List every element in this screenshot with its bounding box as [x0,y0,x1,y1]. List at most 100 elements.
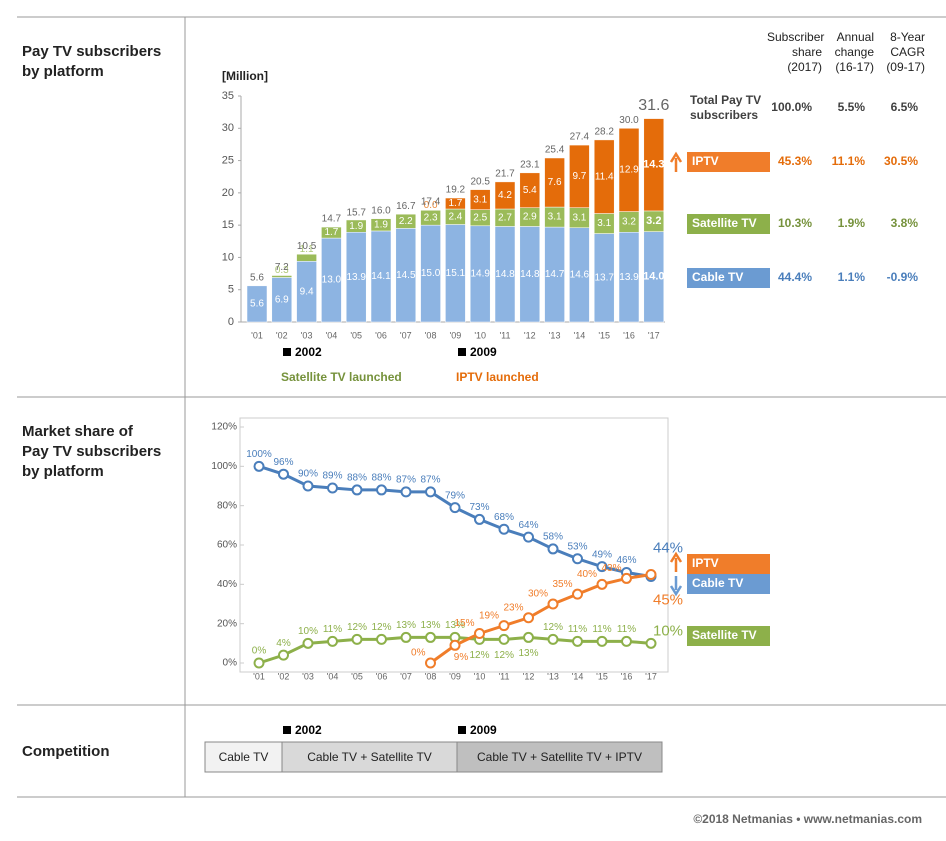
point-label: 4% [276,638,291,649]
x-tick-label: '13 [549,330,561,340]
bar-segment [618,128,640,212]
x-tick-label: '06 [375,330,387,340]
bar-segment [494,181,516,210]
total-label: 15.7 [346,207,366,218]
point [547,633,559,645]
phase-label: Cable TV + Satellite TV + IPTV [477,750,642,764]
point [425,486,436,498]
x-tick-label: '07 [400,671,412,681]
point-label: 43% [601,563,621,574]
bar-value-label: 1.9 [374,219,388,230]
table-cell: 30.5% [883,154,918,168]
legend-label: IPTV [692,556,719,570]
bar-value-label: 3.1 [572,212,586,223]
bar-value-label: 14.7 [545,269,565,280]
point-label: 11% [592,624,611,635]
legend-label: Satellite TV [692,628,757,642]
bar-value-label: 9.7 [572,171,586,182]
table-cell: 1.9% [837,216,865,230]
table-cell: 5.5% [837,100,865,114]
point-label: 0% [252,646,267,657]
point [302,480,314,492]
bar-value-label: 14.8 [520,269,540,280]
bar-value-label: 1.7 [448,198,462,209]
point [327,482,338,494]
timeline-year: 2009 [470,723,497,737]
bar-segment [643,118,665,212]
total-label: 14.7 [322,214,342,225]
table-cell: -0.9% [886,270,918,284]
row-box [687,268,770,288]
point [449,639,461,651]
bar-value-label: 14.3 [643,159,664,171]
point [376,484,387,496]
bar-value-label: 14.0 [643,271,664,283]
section-label: Pay TV subscribers by platform [22,43,162,80]
x-tick-label: '05 [350,330,362,340]
x-tick-label: '12 [524,330,536,340]
point [572,553,583,565]
unit-label: [Million] [222,69,268,83]
bar-value-label: 15.0 [421,268,441,279]
bar-value-label: 14.1 [371,271,391,282]
y-tick-label: 15 [222,219,234,231]
column-header: Subscriber share (2017) [767,30,825,74]
bar-segment [569,144,590,208]
timeline-year: 2002 [295,723,322,737]
point-label: 13% [420,620,440,631]
point-label: 12% [347,622,367,633]
bar-value-label: 13.0 [322,275,342,286]
point-label: 88% [371,473,391,484]
bar-segment [519,172,541,208]
bar-value-label: 3.2 [622,217,636,228]
table-cell: 6.5% [890,100,918,114]
point-label: 90% [298,469,318,480]
arrow [669,551,683,572]
bar-segment [271,275,293,278]
point [547,598,559,610]
y-tick-label: 25 [222,154,234,166]
point-label: 100% [246,449,272,460]
x-tick-label: '16 [621,671,633,681]
y-tick-label: 20 [222,187,234,199]
total-label: 30.0 [619,115,639,126]
bar-segment [370,218,392,232]
point [621,572,632,584]
bar-value-label: 1.7 [324,227,338,238]
phase-box [456,741,663,773]
bar-value-label: 2.2 [399,216,413,227]
x-tick-label: '15 [596,671,608,681]
point [498,633,510,645]
total-label: 25.4 [545,145,565,156]
table-cell: 44.4% [777,270,812,284]
point [596,635,608,647]
point-label: 12% [543,622,563,633]
y-tick-label: 20% [217,618,237,629]
point [278,649,289,661]
point-label: 0% [411,648,426,659]
bar-value-label: 3.2 [646,215,661,227]
bar-segment [420,210,441,226]
point-label: 40% [577,569,597,580]
x-tick-label: '04 [327,671,339,681]
bar-value-label: 14.9 [470,269,490,280]
y-tick-label: 40% [217,579,237,590]
point-label: 96% [273,457,293,468]
point-label: 79% [445,490,465,501]
bar-value-label: 0.3 [275,265,289,276]
point-label: 23% [503,602,523,613]
point-label: 88% [347,473,367,484]
point-label: 89% [322,471,342,482]
point [302,637,314,649]
annotation-year: 2002 [295,345,322,359]
x-tick-label: '04 [326,330,338,340]
bar-value-label: 12.9 [619,165,639,176]
point [425,631,436,643]
bar-value-label: 14.6 [570,270,590,281]
point-label: 53% [567,541,587,552]
legend-label: Cable TV [692,576,743,590]
point [547,543,559,555]
row-box [687,152,770,172]
y-tick-label: 30 [222,122,234,134]
